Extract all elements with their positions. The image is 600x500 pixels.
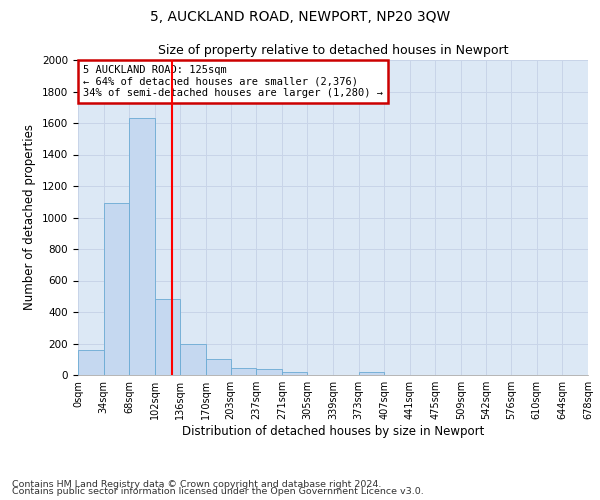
Text: Contains public sector information licensed under the Open Government Licence v3: Contains public sector information licen… [12,487,424,496]
Bar [155,300,181,375]
Bar [230,368,256,375]
Bar [104,204,129,375]
Bar [359,372,384,375]
Bar [256,370,282,375]
Bar [129,118,155,375]
Text: 5 AUCKLAND ROAD: 125sqm
← 64% of detached houses are smaller (2,376)
34% of semi: 5 AUCKLAND ROAD: 125sqm ← 64% of detache… [83,64,383,98]
Text: Contains HM Land Registry data © Crown copyright and database right 2024.: Contains HM Land Registry data © Crown c… [12,480,382,489]
Bar [206,359,230,375]
Text: 5, AUCKLAND ROAD, NEWPORT, NP20 3QW: 5, AUCKLAND ROAD, NEWPORT, NP20 3QW [150,10,450,24]
Bar [282,372,307,375]
X-axis label: Distribution of detached houses by size in Newport: Distribution of detached houses by size … [182,425,484,438]
Y-axis label: Number of detached properties: Number of detached properties [23,124,37,310]
Bar [78,350,104,375]
Bar [181,344,206,375]
Title: Size of property relative to detached houses in Newport: Size of property relative to detached ho… [158,44,508,58]
